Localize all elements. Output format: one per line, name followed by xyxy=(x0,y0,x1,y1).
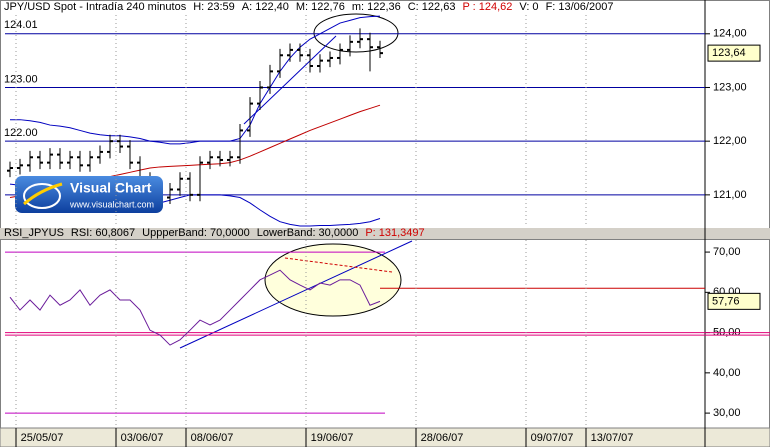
trend-line xyxy=(243,35,337,125)
y-tick-label: 30,00 xyxy=(713,407,741,419)
y-tick-label: 124,00 xyxy=(713,28,747,40)
logo-icon xyxy=(23,183,61,209)
logo-icon xyxy=(23,182,63,206)
panel-separator xyxy=(0,228,770,239)
highlight-ellipse xyxy=(264,243,402,317)
level-label: 122.00 xyxy=(4,127,38,139)
trend-line xyxy=(284,257,393,273)
date-strip xyxy=(0,427,770,447)
header-item: C: 122,63 xyxy=(408,1,456,13)
y-tick-label: 122,00 xyxy=(713,135,747,147)
header-item: JPY/USD Spot - Intradía 240 minutos xyxy=(4,1,187,13)
x-tick-label: 09/07/07 xyxy=(531,432,574,444)
x-tick-label: 08/06/07 xyxy=(191,432,234,444)
x-tick-label: 25/05/07 xyxy=(21,432,64,444)
logo-title: Visual Chart xyxy=(70,180,152,196)
last-value-label: 123,64 xyxy=(712,47,746,59)
header-item: M: 122,76 xyxy=(296,1,345,13)
header-item: RSI: 60,8067 xyxy=(71,227,135,239)
last-value-box xyxy=(707,44,761,62)
y-tick-label: 123,00 xyxy=(713,81,747,93)
highlight-ellipse xyxy=(313,13,399,53)
logo: Visual Chart www.visualchart.com xyxy=(15,176,163,213)
header-item: P: 131,3497 xyxy=(365,227,424,239)
header-item: UppperBand: 70,0000 xyxy=(142,227,250,239)
x-tick-label: 19/06/07 xyxy=(311,432,354,444)
rsi-line xyxy=(9,269,381,346)
level-label: 124.01 xyxy=(4,19,38,31)
header-item: RSI_JPYUS xyxy=(4,227,64,239)
header-item: m: 122,36 xyxy=(352,1,401,13)
header-item: P : 124,62 xyxy=(462,1,512,13)
y-tick-label: 70,00 xyxy=(713,246,741,258)
indicator-line xyxy=(10,15,381,145)
x-tick-label: 28/06/07 xyxy=(421,432,464,444)
level-label: 123.00 xyxy=(4,73,38,85)
header-item: LowerBand: 30,0000 xyxy=(257,227,359,239)
header-item: V: 0 xyxy=(519,1,538,13)
header-item: F: 13/06/2007 xyxy=(546,1,614,13)
last-value-box xyxy=(707,292,761,310)
logo-url: www.visualchart.com xyxy=(69,199,154,209)
last-value-label: 57,76 xyxy=(712,295,740,307)
y-tick-label: 121,00 xyxy=(713,189,747,201)
trend-line xyxy=(179,240,413,349)
header-item: H: 23:59 xyxy=(193,1,235,13)
x-tick-label: 13/07/07 xyxy=(591,432,634,444)
header-item: A: 122,40 xyxy=(242,1,289,13)
y-tick-label: 40,00 xyxy=(713,367,741,379)
x-tick-label: 03/06/07 xyxy=(121,432,164,444)
